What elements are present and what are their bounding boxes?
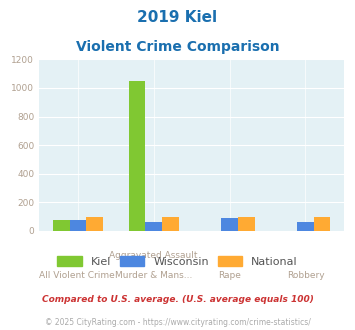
Text: All Violent Crime: All Violent Crime (39, 271, 115, 280)
Bar (238, 217, 255, 231)
Text: Murder & Mans...: Murder & Mans... (115, 271, 192, 280)
Text: Aggravated Assault: Aggravated Assault (109, 251, 198, 260)
Bar (297, 222, 314, 231)
Legend: Kiel, Wisconsin, National: Kiel, Wisconsin, National (57, 256, 298, 267)
Bar (221, 218, 238, 231)
Bar (314, 217, 331, 231)
Bar (162, 217, 179, 231)
Bar (53, 220, 70, 231)
Text: 2019 Kiel: 2019 Kiel (137, 10, 218, 25)
Bar (146, 222, 162, 231)
Text: Robbery: Robbery (288, 271, 325, 280)
Text: © 2025 CityRating.com - https://www.cityrating.com/crime-statistics/: © 2025 CityRating.com - https://www.city… (45, 318, 310, 327)
Text: Compared to U.S. average. (U.S. average equals 100): Compared to U.S. average. (U.S. average … (42, 295, 313, 304)
Bar (86, 217, 103, 231)
Text: Violent Crime Comparison: Violent Crime Comparison (76, 40, 279, 53)
Bar (129, 81, 146, 231)
Bar (70, 219, 86, 231)
Text: Rape: Rape (218, 271, 241, 280)
